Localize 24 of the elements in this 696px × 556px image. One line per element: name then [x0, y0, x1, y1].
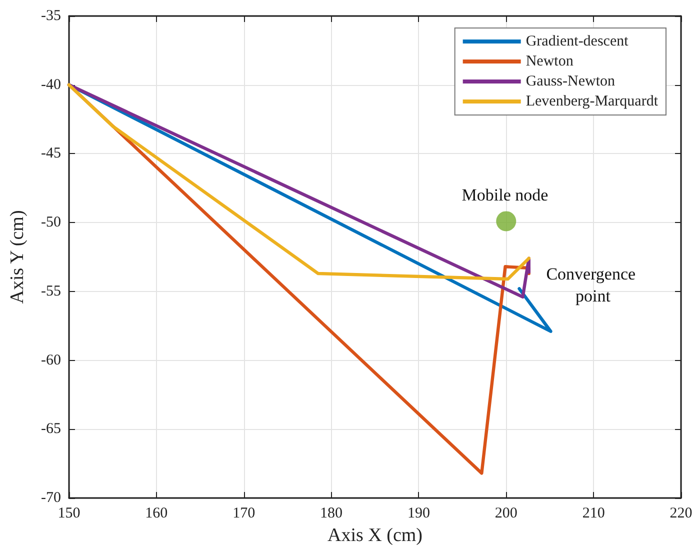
legend-label: Newton	[526, 54, 574, 70]
legend-label: Levenberg-Marquardt	[526, 94, 659, 110]
y-tick-label: -40	[41, 76, 61, 93]
annotation: Mobile node	[462, 186, 548, 204]
legend-label: Gradient-descent	[526, 34, 630, 50]
y-tick-label: -70	[41, 490, 61, 506]
y-tick-label: -60	[41, 352, 61, 368]
y-tick-label: -35	[41, 8, 61, 24]
annotation: Convergence point	[546, 264, 640, 306]
x-tick-label: 190	[407, 506, 430, 522]
y-tick-label: -50	[41, 214, 61, 231]
y-tick-label: -45	[41, 146, 61, 162]
y-axis-title: Axis Y (cm)	[7, 210, 28, 304]
x-tick-label: 170	[232, 506, 256, 522]
x-tick-label: 210	[582, 506, 605, 522]
y-tick-label: -55	[41, 283, 61, 300]
x-tick-label: 220	[670, 506, 692, 522]
x-tick-label: 160	[145, 506, 168, 522]
x-axis-title: Axis X (cm)	[328, 525, 422, 546]
x-tick-label: 180	[320, 506, 343, 522]
x-tick-label: 200	[494, 506, 518, 522]
x-tick-label: 150	[58, 506, 80, 522]
y-tick-label: -65	[41, 421, 61, 438]
legend-label: Gauss-Newton	[526, 74, 616, 90]
